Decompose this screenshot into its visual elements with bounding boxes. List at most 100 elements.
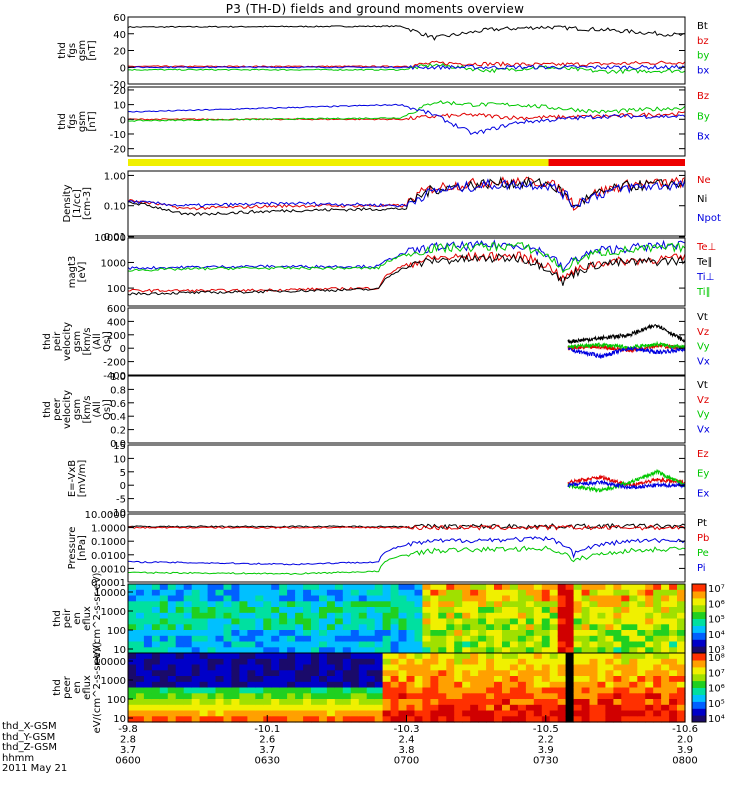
spectrogram-cell — [128, 676, 137, 683]
spectrogram-cell — [541, 693, 551, 700]
spectrogram-cell — [342, 693, 352, 700]
spectrogram-cell — [509, 612, 519, 620]
spectrogram-cell — [215, 624, 225, 631]
spectrogram-cell — [287, 699, 296, 706]
orbit-value-z: 3.9 — [538, 745, 554, 756]
spectrogram-cell — [263, 699, 272, 706]
spectrogram-cell — [486, 699, 495, 706]
spectrogram-cell — [533, 704, 543, 712]
spectrogram-cell — [390, 699, 400, 706]
spectrogram-cell — [613, 618, 622, 625]
spectrogram-cell — [677, 676, 686, 683]
spectrogram-cell — [502, 681, 511, 689]
spectrogram-cell — [629, 584, 638, 591]
spectrogram-cell — [374, 641, 384, 648]
panel-6: thdpeervelocitygsm[km/s(AllQs)] — [42, 375, 686, 444]
spectrogram-cell — [326, 601, 336, 608]
spectrogram-cell — [342, 584, 352, 591]
spectrogram-cell — [589, 589, 599, 597]
spectrogram-cell — [581, 635, 591, 643]
spectrogram-cell — [549, 699, 559, 706]
spectrogram-cell — [462, 589, 471, 597]
spectrogram-cell — [645, 624, 654, 631]
spectrogram-cell — [525, 618, 535, 625]
spectrogram-cell — [382, 618, 392, 625]
spectrogram-cell — [406, 670, 416, 677]
spectrogram-cell — [350, 624, 360, 631]
spectrogram-cell — [151, 710, 161, 717]
spectrogram-cell — [509, 716, 519, 723]
spectrogram-cell — [509, 624, 519, 631]
spectrogram-cell — [191, 670, 201, 677]
y-axis-label-line: fgs — [67, 43, 78, 58]
spectrogram-cell — [167, 584, 177, 591]
spectrogram-cell — [247, 612, 256, 620]
spectrogram-cell — [605, 601, 614, 608]
spectrogram-cell — [414, 710, 424, 717]
spectrogram-cell — [509, 681, 519, 689]
spectrogram-cell — [533, 641, 543, 648]
spectrogram-cell — [319, 601, 328, 608]
spectrogram-cell — [382, 624, 392, 631]
spectrogram-cell — [366, 647, 376, 654]
spectrogram-cell — [366, 584, 376, 591]
spectrogram-cell — [143, 647, 153, 654]
spectrogram-cell — [597, 647, 607, 654]
spectrogram-cell — [589, 710, 599, 717]
spectrogram-cell — [374, 676, 384, 683]
spectrogram-cell — [167, 704, 177, 712]
spectrogram-cell — [525, 595, 535, 602]
spectrogram-cell — [478, 607, 487, 614]
series-line-Pb — [127, 524, 686, 531]
y-axis-label: thdfgsgsm[nT] — [57, 40, 98, 61]
spectrogram-cell — [446, 699, 455, 706]
spectrogram-cell — [247, 681, 256, 689]
spectrogram-cell — [422, 612, 431, 620]
spectrogram-cell — [215, 653, 225, 660]
colorbar-cell — [692, 584, 706, 588]
spectrogram-cell — [462, 635, 471, 643]
spectrogram-cell — [215, 589, 225, 597]
spectrogram-cell — [151, 635, 161, 643]
spectrogram-cell — [406, 664, 416, 671]
spectrogram-cell — [478, 704, 487, 712]
spectrogram-cell — [422, 635, 431, 643]
spectrogram-cell — [613, 658, 622, 666]
spectrogram-cell — [454, 670, 463, 677]
spectrogram-cell — [422, 601, 431, 608]
spectrogram-cell — [311, 693, 320, 700]
spectrogram-cell — [533, 664, 543, 671]
orbit-value-t: 0700 — [394, 756, 419, 767]
spectrogram-cell — [303, 595, 312, 602]
spectrogram-cell — [223, 716, 233, 723]
colorbar-cell — [692, 711, 706, 716]
spectrogram-cell — [661, 635, 670, 643]
spectrogram-cell — [422, 670, 431, 677]
spectrogram-cell — [167, 681, 177, 689]
spectrogram-cell — [573, 624, 583, 631]
spectrogram-cell — [191, 624, 201, 631]
spectrogram-cell — [446, 589, 455, 597]
spectrogram-cell — [549, 612, 559, 620]
spectrogram-cell — [541, 699, 551, 706]
spectrogram-cell — [279, 601, 288, 608]
ytick-label: 1000 — [101, 258, 126, 269]
spectrogram-cell — [136, 716, 145, 723]
spectrogram-cell — [175, 676, 185, 683]
spectrogram-cell — [494, 612, 503, 620]
spectrogram-cell — [653, 641, 662, 648]
spectrogram-cell — [645, 699, 654, 706]
ytick-label: 0.8 — [110, 385, 126, 396]
ytick-label: 15 — [113, 441, 126, 452]
spectrogram-cell — [255, 704, 264, 712]
colorbar-cell — [692, 604, 706, 609]
spectrogram-cell — [247, 595, 256, 602]
spectrogram-cell — [597, 584, 607, 591]
spectrogram-cell — [462, 693, 471, 700]
spectrogram-cell — [438, 607, 447, 614]
spectrogram-cell — [454, 716, 463, 723]
spectrogram-cell — [136, 618, 145, 625]
ytick-label: 0 — [120, 481, 126, 492]
spectrogram-cell — [128, 687, 137, 694]
spectrogram-cell — [605, 584, 614, 591]
